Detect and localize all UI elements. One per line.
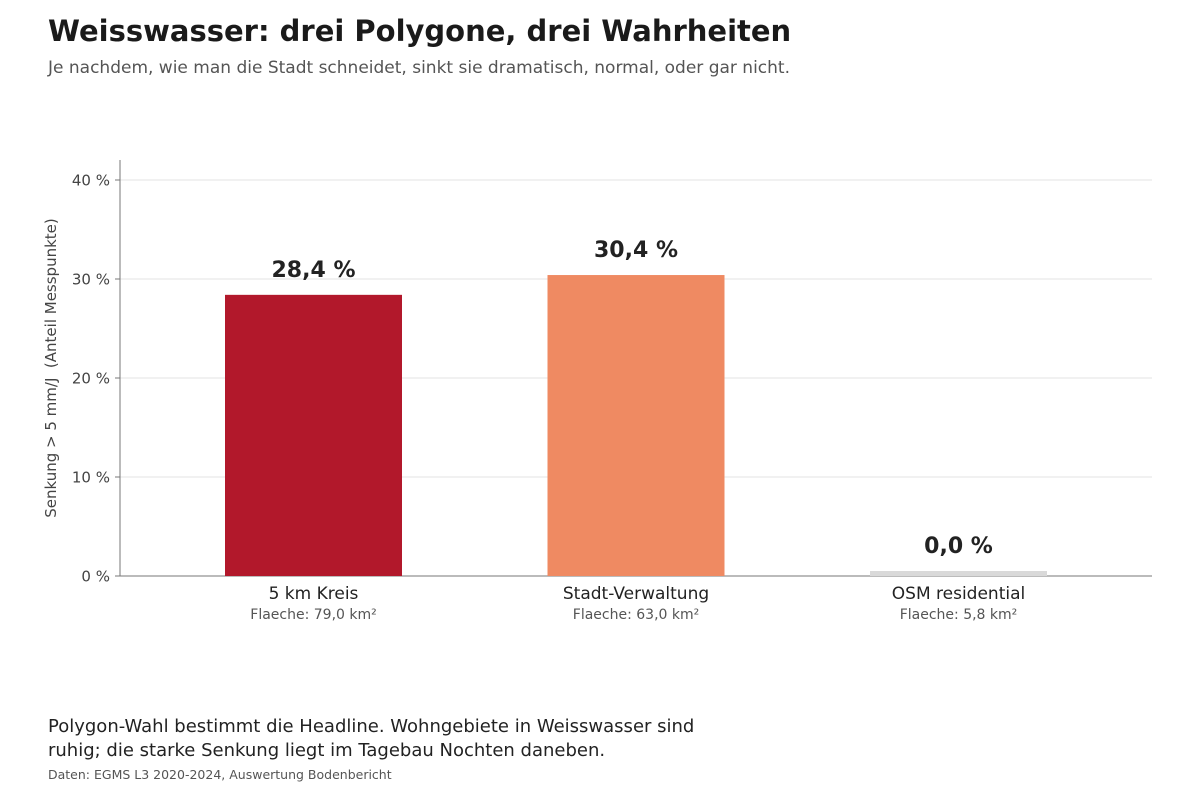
x-category-label: Stadt-Verwaltung (563, 584, 709, 604)
x-category-label: OSM residential (892, 584, 1025, 604)
labels: 28,4 % 5 km Kreis Flaeche: 79,0 km² 30,4 % S… (250, 238, 1025, 623)
bar (225, 294, 402, 576)
x-category-sublabel: Flaeche: 5,8 km² (900, 607, 1018, 623)
y-tick-label: 40 % (72, 172, 110, 190)
bar-value-label: 28,4 % (272, 258, 356, 283)
data-source: Daten: EGMS L3 2020-2024, Auswertung Bod… (48, 767, 392, 782)
x-category-sublabel: Flaeche: 79,0 km² (250, 607, 376, 623)
axes: 0 % 10 % 20 % 30 % 40 % Senkung > 5 mm/J (Ant… (42, 160, 1152, 586)
chart-subtitle: Je nachdem, wie man die Stadt schneidet,… (48, 58, 790, 78)
chart-title: Weisswasser: drei Polygone, drei Wahrhei… (48, 14, 792, 48)
x-category-sublabel: Flaeche: 63,0 km² (573, 607, 699, 623)
y-axis-label: Senkung > 5 mm/J (Anteil Messpunkte) (42, 218, 60, 518)
y-tick-label: 0 % (81, 568, 110, 586)
bars (225, 275, 1047, 576)
bar (547, 275, 725, 576)
bar (870, 571, 1047, 576)
chart-footnote: Polygon-Wahl bestimmt die Headline. Wohn… (48, 716, 695, 761)
bar-value-label: 0,0 % (924, 534, 993, 559)
y-tick-label: 10 % (72, 469, 110, 487)
x-category-label: 5 km Kreis (269, 584, 359, 604)
y-tick-label: 20 % (72, 370, 110, 388)
y-tick-label: 30 % (72, 271, 110, 289)
bar-value-label: 30,4 % (594, 238, 678, 263)
